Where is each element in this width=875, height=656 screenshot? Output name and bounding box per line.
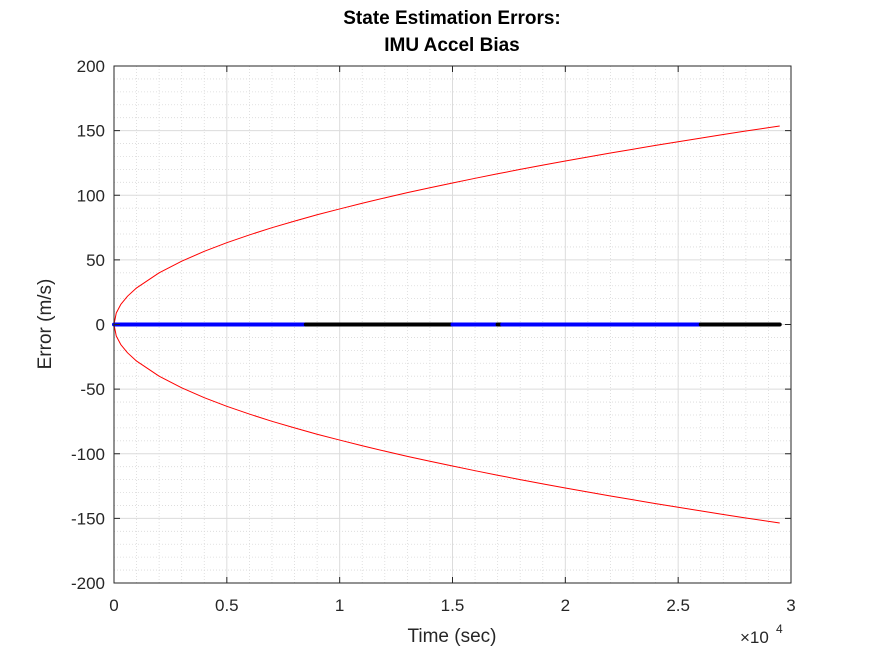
y-tick-label: -150	[71, 509, 105, 528]
x-tick-labels: 0 0.5 1 1.5 2 2.5 3	[109, 596, 795, 615]
y-tick-label: -100	[71, 445, 105, 464]
x-tick-label: 2.5	[666, 596, 690, 615]
y-axis-label: Error (m/s)	[35, 279, 56, 370]
y-tick-label: 100	[77, 186, 105, 205]
y-tick-label: 200	[77, 57, 105, 76]
x-exponent-power: 4	[776, 622, 783, 636]
tick-marks	[113, 65, 792, 584]
x-exponent-label: ×10 4	[740, 622, 783, 647]
x-tick-label: 2	[561, 596, 570, 615]
y-tick-label: -200	[71, 574, 105, 593]
x-tick-label: 0.5	[215, 596, 239, 615]
y-tick-label: -50	[80, 380, 105, 399]
covariance-bound-line-1	[113, 324, 780, 524]
y-tick-label: 150	[77, 122, 105, 141]
covariance-bound-line-0	[113, 125, 780, 325]
x-axis-label: Time (sec)	[407, 626, 496, 647]
x-tick-label: 0	[109, 596, 118, 615]
y-tick-label: 0	[96, 316, 105, 335]
chart-title-line-1: State Estimation Errors:	[343, 8, 561, 29]
x-exponent-base: ×10	[740, 628, 769, 647]
x-tick-label: 3	[786, 596, 795, 615]
y-tick-label: 50	[86, 251, 105, 270]
y-tick-labels: 200 150 100 50 0 -50 -100 -150 -200	[71, 57, 105, 593]
chart-title-line-2: IMU Accel Bias	[384, 35, 520, 56]
series-layer	[112, 125, 782, 524]
x-tick-label: 1	[335, 596, 344, 615]
x-tick-label: 1.5	[441, 596, 465, 615]
